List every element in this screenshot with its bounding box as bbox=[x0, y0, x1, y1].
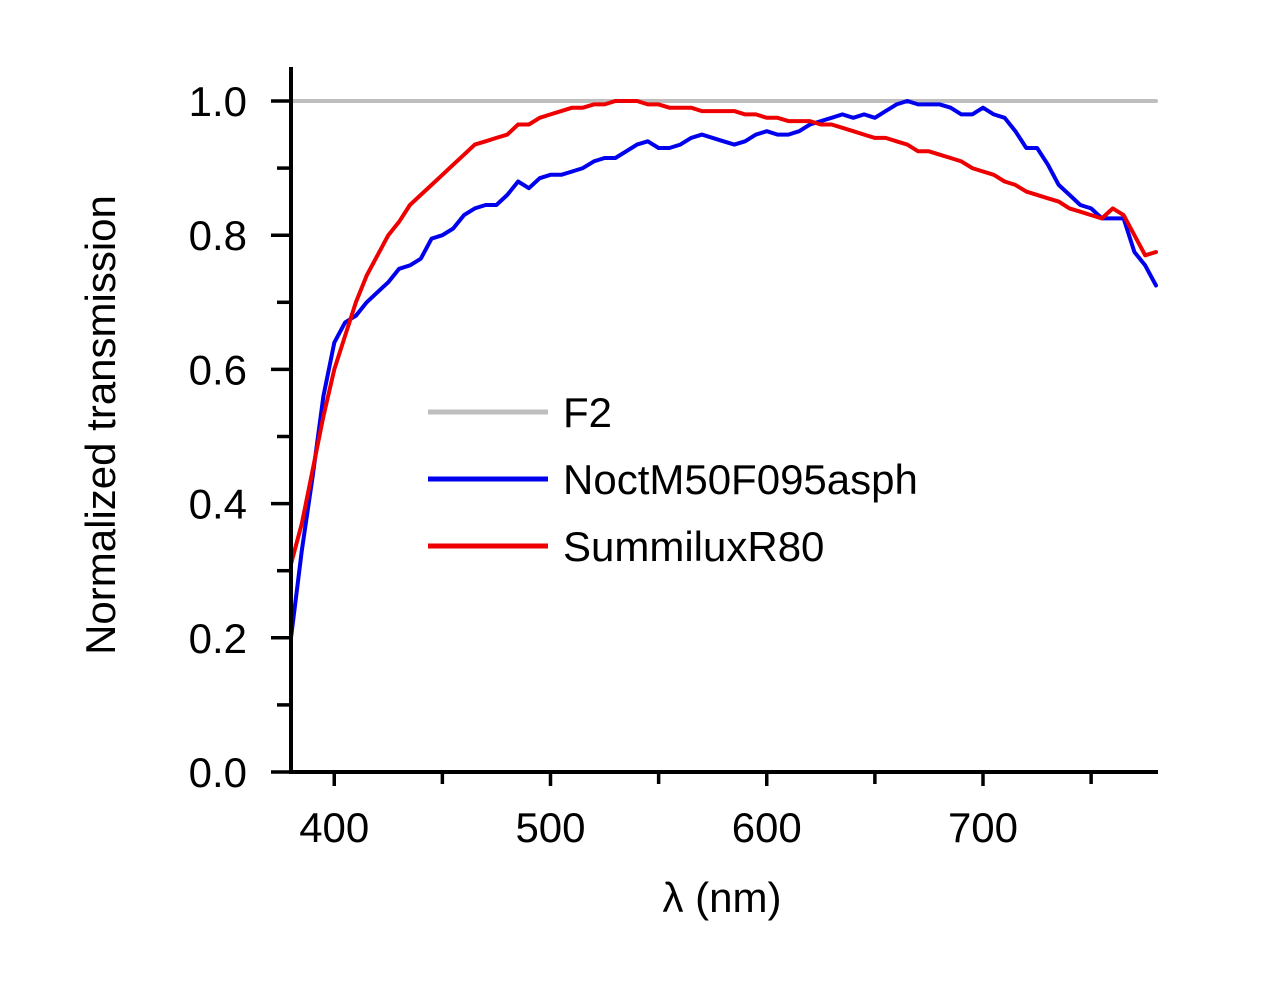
legend-label-3: SummiluxR80 bbox=[563, 523, 824, 570]
y-tick-label: 0.4 bbox=[189, 481, 247, 528]
legend-label-2: NoctM50F095asph bbox=[563, 456, 918, 503]
x-axis-title: λ (nm) bbox=[663, 874, 782, 921]
y-tick-label: 0.8 bbox=[189, 212, 247, 259]
series-line-3 bbox=[289, 99, 1158, 566]
y-tick-label: 0.0 bbox=[189, 749, 247, 796]
ticks-layer: 400 500 600 700 0.0 0.2 0.4 0.6 0.8 1.0 bbox=[189, 78, 1093, 851]
y-tick-label: 0.2 bbox=[189, 615, 247, 662]
y-tick-label: 1.0 bbox=[189, 78, 247, 125]
y-tick-label: 0.6 bbox=[189, 346, 247, 393]
series-line-2 bbox=[289, 99, 1158, 640]
x-tick-label: 600 bbox=[732, 804, 802, 851]
x-tick-label: 500 bbox=[515, 804, 585, 851]
legend: F2 NoctM50F095asph SummiluxR80 bbox=[428, 389, 918, 570]
x-tick-label: 700 bbox=[948, 804, 1018, 851]
legend-label-1: F2 bbox=[563, 389, 612, 436]
y-axis-title: Normalized transmission bbox=[77, 195, 124, 655]
plot-area: 400 500 600 700 0.0 0.2 0.4 0.6 0.8 1.0 bbox=[189, 67, 1158, 851]
x-tick-label: 400 bbox=[299, 804, 369, 851]
series-layer bbox=[289, 99, 1158, 640]
